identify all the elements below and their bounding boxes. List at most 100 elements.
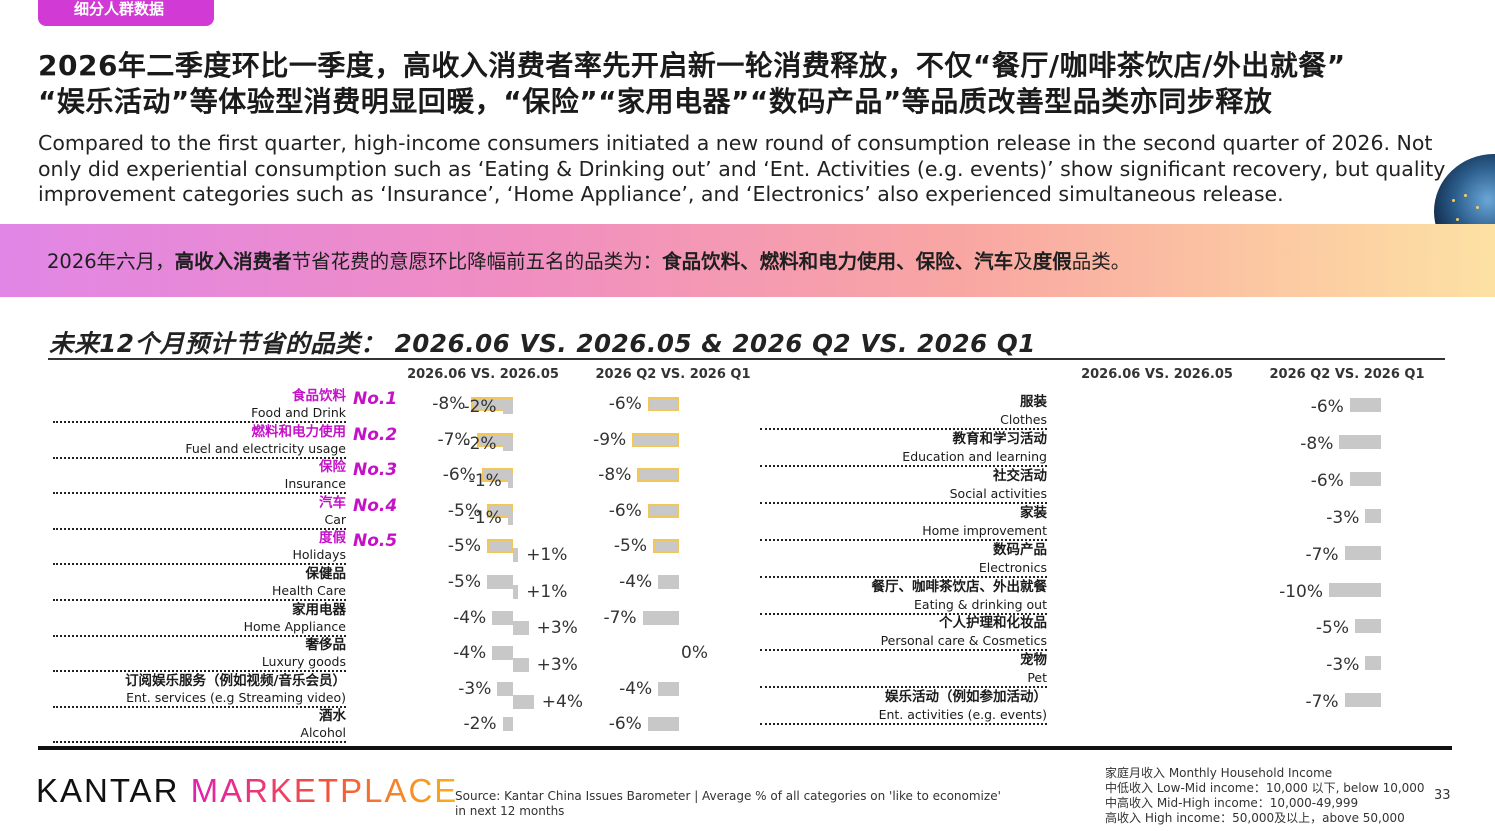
banner-bold: 度假 <box>1032 250 1072 273</box>
headline-zh: 2026年二季度环比一季度，高收入消费者率先开启新一轮消费释放，不仅“餐厅/咖啡… <box>38 48 1458 120</box>
row-leader-dots <box>53 634 346 637</box>
value-label-qoq: -4% <box>619 678 653 699</box>
row-leader-dots <box>760 428 1047 430</box>
value-label-mom: +3% <box>536 618 578 639</box>
bar-qoq <box>642 610 679 625</box>
category-label-zh: 保险 <box>319 459 346 476</box>
category-label-zh: 个人护理和化妆品 <box>939 615 1047 632</box>
banner-bold: 高收入消费者 <box>174 250 292 273</box>
row-leader-dots <box>760 649 1047 652</box>
value-label-qoq: 0% <box>681 643 708 664</box>
value-label-qoq: -3% <box>1326 655 1360 676</box>
category-label-en: Home improvement <box>922 522 1047 538</box>
value-label-mom: -5% <box>447 500 481 521</box>
value-label-mom: -2% <box>463 397 497 417</box>
bar-mom <box>502 717 513 732</box>
income-note: 中高收入 Mid-High income：10,000-49,999 <box>1105 796 1359 810</box>
category-label-zh: 订阅娱乐服务（例如视频/音乐会员） <box>125 672 346 689</box>
rank-label: No.1 <box>353 389 398 409</box>
value-label-mom: -2% <box>463 714 497 735</box>
rank-label: No.4 <box>353 495 398 516</box>
bar-mom <box>513 584 519 599</box>
row-leader-dots <box>53 705 346 708</box>
category-label-en: Luxury goods <box>261 654 346 670</box>
logo-kantar: KANTAR <box>36 772 180 809</box>
row-leader-dots <box>760 464 1047 467</box>
category-label-zh: 度假 <box>319 530 346 547</box>
category-label-en: Ent. activities (e.g. events) <box>878 707 1047 723</box>
category-label-en: Alcohol <box>300 725 346 741</box>
value-label-qoq: -8% <box>598 465 632 486</box>
bar-qoq <box>1344 693 1381 708</box>
rank-label: No.2 <box>353 424 398 445</box>
value-label-qoq: -6% <box>608 714 642 735</box>
value-label-mom: +1% <box>526 544 568 565</box>
category-label-zh: 食品饮料 <box>292 388 346 404</box>
row-leader-dots <box>760 686 1047 689</box>
value-label-mom: -5% <box>447 536 481 557</box>
footer-rule <box>38 746 1452 750</box>
category-label-zh: 汽车 <box>319 494 346 511</box>
value-label-mom: +4% <box>541 692 584 713</box>
category-label-en: Personal care & Cosmetics <box>880 633 1047 649</box>
value-label-mom: -8% <box>432 394 466 414</box>
value-label-qoq: -8% <box>1300 433 1334 454</box>
category-label-en: Electronics <box>978 559 1047 575</box>
row-leader-dots <box>53 456 346 459</box>
bar-qoq <box>658 681 679 696</box>
chart-title: 未来12个月预计节省的品类： 2026.06 VS. 2026.05 & 202… <box>49 329 1036 358</box>
bar-qoq <box>1349 398 1381 412</box>
row-leader-dots <box>53 741 346 744</box>
bar-qoq <box>647 397 679 411</box>
rank-label: No.5 <box>353 531 398 552</box>
income-note: 中低收入 Low-Mid income：10,000 以下, below 10,… <box>1105 781 1425 795</box>
category-label-zh: 宠物 <box>1020 652 1047 669</box>
value-label-qoq: -6% <box>608 394 642 414</box>
value-label-mom: -1% <box>468 507 502 528</box>
bar-qoq <box>1355 619 1381 634</box>
category-label-en: Car <box>324 511 346 527</box>
income-notes: 家庭月收入 Monthly Household Income 中低收入 Low-… <box>1105 766 1425 826</box>
bar-mom <box>507 510 513 525</box>
value-label-mom: -4% <box>453 643 487 664</box>
value-label-mom: -4% <box>453 607 487 628</box>
source-note: Source: Kantar China Issues Barometer | … <box>455 789 1015 819</box>
value-label-mom: -6% <box>442 465 476 486</box>
bar-qoq <box>658 575 679 589</box>
col-header-mom-left: 2026.06 VS. 2026.05 <box>407 367 559 382</box>
row-leader-dots <box>760 575 1047 578</box>
category-label-zh: 酒水 <box>319 708 346 725</box>
row-leader-dots <box>53 527 346 530</box>
bar-mom <box>492 610 513 625</box>
category-label-zh: 保健品 <box>305 566 347 582</box>
bar-mom <box>497 681 513 696</box>
bar-qoq <box>1349 471 1381 486</box>
bar-qoq <box>1365 656 1381 671</box>
bar-mom <box>513 695 534 710</box>
banner-part: 品类。 <box>1071 250 1131 273</box>
category-label-zh: 服装 <box>1020 394 1047 410</box>
bar-mom <box>471 397 513 411</box>
row-leader-dots <box>760 612 1047 615</box>
chart-title-rule <box>48 358 1445 360</box>
category-label-zh: 教育和学习活动 <box>952 430 1048 447</box>
source-line: Source: Kantar China Issues Barometer | … <box>455 789 1001 803</box>
category-label-en: Social activities <box>949 485 1047 501</box>
bar-mom <box>513 547 519 562</box>
category-label-en: Food and Drink <box>251 405 346 420</box>
category-label-en: Insurance <box>284 476 346 492</box>
category-label-zh: 娱乐活动（例如参加活动） <box>885 689 1047 706</box>
bar-qoq <box>653 539 679 554</box>
value-label-mom: -5% <box>447 572 481 592</box>
value-label-mom: +3% <box>536 655 578 676</box>
category-label-en: Holidays <box>292 547 347 563</box>
value-label-qoq: -5% <box>1315 618 1349 639</box>
bar-mom <box>507 473 513 488</box>
banner-bold: 食品饮料、燃料和电力使用、保险、汽车 <box>662 250 1014 273</box>
category-label-en: Education and learning <box>902 448 1047 464</box>
value-label-qoq: -5% <box>613 536 647 557</box>
value-label-qoq: -7% <box>1305 692 1339 713</box>
category-label-zh: 家用电器 <box>292 601 346 618</box>
category-label-zh: 数码产品 <box>993 541 1047 558</box>
bar-qoq <box>1329 582 1381 597</box>
